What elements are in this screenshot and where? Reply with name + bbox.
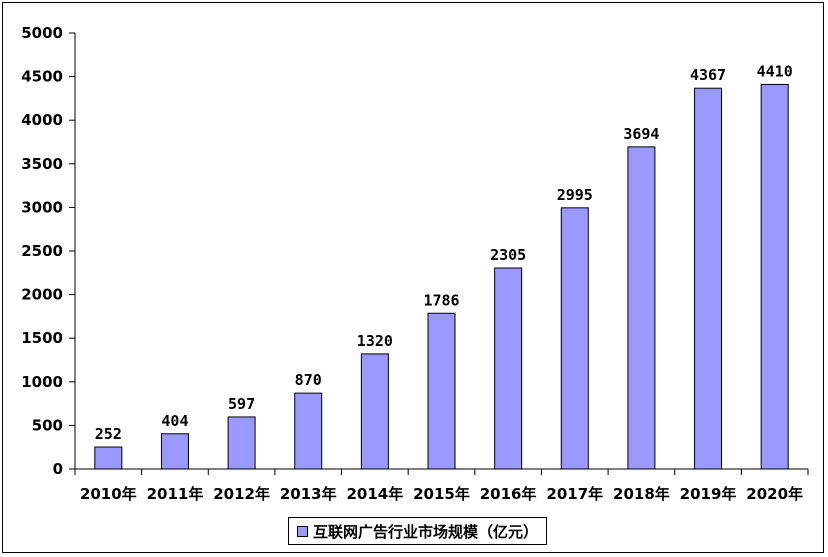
y-tick-label: 3500 [21,155,63,173]
bar [494,267,523,470]
bar [94,446,123,470]
bar [694,87,723,470]
data-label: 597 [228,395,255,413]
y-tick-label: 4000 [21,111,63,129]
x-category-label: 2020年 [746,485,803,503]
y-tick-label: 2000 [21,286,63,304]
y-tick-label: 5000 [21,24,63,42]
bar [294,392,323,470]
legend-label: 互联网广告行业市场规模（亿元） [313,522,539,541]
data-label: 1320 [357,332,393,350]
bar [227,416,256,470]
data-label: 3694 [623,125,659,143]
data-label: 4367 [690,66,726,84]
legend-swatch [297,525,308,537]
bar [560,207,589,470]
x-category-label: 2014年 [346,485,403,503]
y-tick-label: 1500 [21,329,63,347]
y-tick-label: 2500 [21,242,63,260]
data-label: 2995 [557,186,593,204]
data-label: 4410 [757,62,793,80]
x-category-label: 2012年 [213,485,270,503]
data-label: 404 [161,412,188,430]
y-axis: 0 500 1000 1500 2000 2500 3000 3500 4000 4500 5000 [21,24,76,478]
x-axis: 2010年 2011年 2012年 2013年 2014年 2015年 2016年 2017年… [74,468,809,503]
bar [360,353,389,470]
bar [427,312,456,470]
y-tick-label: 4500 [21,68,63,86]
data-label: 2305 [490,246,526,264]
x-category-label: 2018年 [613,485,670,503]
data-label: 870 [295,371,322,389]
bar [160,433,189,470]
y-tick-label: 0 [53,460,63,478]
y-tick-label: 500 [32,416,63,434]
x-category-label: 2010年 [80,485,137,503]
x-category-label: 2011年 [147,485,204,503]
data-labels: 252 404 597 870 1320 1786 2305 2995 3694 4367 4410 [95,62,793,443]
data-label: 1786 [423,291,459,309]
x-category-label: 2015年 [413,485,470,503]
x-category-label: 2016年 [480,485,537,503]
legend: 互联网广告行业市场规模（亿元） [288,517,548,545]
x-category-label: 2019年 [680,485,737,503]
y-tick-label: 3000 [21,198,63,216]
bar [627,146,656,470]
data-label: 252 [95,425,122,443]
bar [760,83,789,470]
x-category-label: 2013年 [280,485,337,503]
bars [94,83,789,470]
x-category-label: 2017年 [546,485,603,503]
y-tick-label: 1000 [21,373,63,391]
